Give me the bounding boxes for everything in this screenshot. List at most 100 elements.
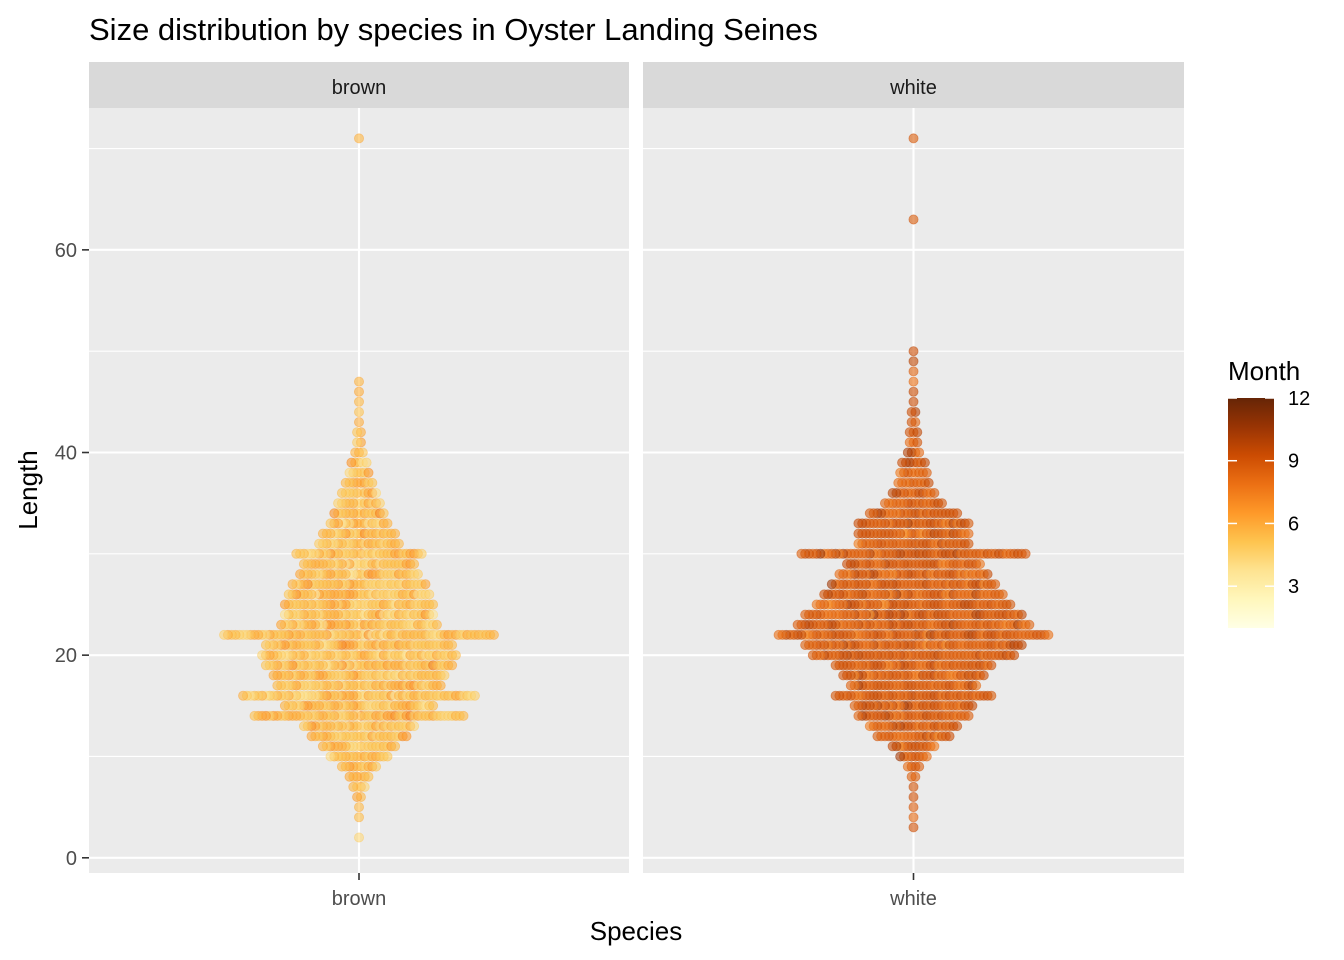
data-point	[287, 579, 298, 590]
data-point	[295, 569, 306, 580]
data-point	[249, 710, 260, 721]
data-point	[1005, 599, 1016, 610]
data-point	[937, 498, 948, 509]
data-point	[864, 721, 875, 732]
data-point	[325, 751, 336, 762]
data-point	[352, 437, 363, 448]
data-point	[458, 710, 469, 721]
data-point	[853, 710, 864, 721]
data-point	[906, 417, 917, 428]
data-point	[800, 640, 811, 651]
data-point	[390, 741, 401, 752]
data-point	[853, 518, 864, 529]
data-point	[268, 670, 279, 681]
data-point	[997, 589, 1008, 600]
data-point	[967, 700, 978, 711]
legend-tick-label: 12	[1288, 388, 1310, 410]
data-point	[348, 781, 359, 792]
data-point	[1043, 629, 1054, 640]
data-point	[409, 721, 420, 732]
data-point	[908, 356, 919, 367]
data-point	[853, 528, 864, 539]
data-point	[792, 619, 803, 630]
data-point	[963, 538, 974, 549]
data-point	[923, 477, 934, 488]
y-tick-label: 0	[66, 848, 77, 870]
x-axis-title: Species	[590, 916, 683, 946]
data-point	[887, 487, 898, 498]
data-point	[826, 579, 837, 590]
data-point	[435, 680, 446, 691]
data-point	[378, 508, 389, 519]
data-point	[895, 751, 906, 762]
data-point	[830, 690, 841, 701]
chart-title: Size distribution by species in Oyster L…	[89, 12, 818, 47]
data-point	[986, 660, 997, 671]
data-point	[849, 700, 860, 711]
data-point	[952, 508, 963, 519]
data-point	[469, 690, 480, 701]
data-point	[283, 589, 294, 600]
data-point	[800, 609, 811, 620]
data-point	[439, 670, 450, 681]
data-point	[367, 477, 378, 488]
y-axis: 0 20 40 60	[55, 240, 89, 870]
facet-strip	[643, 62, 1184, 108]
data-point	[291, 548, 302, 559]
month-legend: Month 3 6 9 12	[1228, 356, 1310, 628]
data-point	[238, 690, 249, 701]
data-point	[450, 650, 461, 661]
data-point	[952, 721, 963, 732]
data-point	[842, 559, 853, 570]
data-point	[906, 406, 917, 417]
data-point	[409, 559, 420, 570]
data-point	[978, 670, 989, 681]
data-point	[353, 812, 364, 823]
data-point	[329, 508, 340, 519]
data-point	[298, 559, 309, 570]
data-point	[431, 619, 442, 630]
data-point	[363, 467, 374, 478]
y-tick-label: 60	[55, 240, 77, 262]
data-point	[353, 417, 364, 428]
legend-title: Month	[1228, 356, 1300, 386]
data-point	[279, 700, 290, 711]
data-point	[374, 498, 385, 509]
data-point	[382, 518, 393, 529]
data-point	[260, 660, 271, 671]
data-point	[428, 599, 439, 610]
data-point	[279, 609, 290, 620]
data-point	[975, 559, 986, 570]
data-point	[963, 518, 974, 529]
data-point	[807, 650, 818, 661]
data-point	[921, 751, 932, 762]
data-point	[902, 447, 913, 458]
data-point	[908, 386, 919, 397]
data-point	[325, 518, 336, 529]
data-point	[908, 822, 919, 833]
data-point	[893, 477, 904, 488]
data-point	[336, 487, 347, 498]
data-point	[412, 569, 423, 580]
data-point	[796, 548, 807, 559]
data-point	[908, 346, 919, 357]
data-point	[363, 771, 374, 782]
data-point	[908, 802, 919, 813]
data-point	[276, 619, 287, 630]
data-point	[359, 781, 370, 792]
data-point	[353, 133, 364, 144]
data-point	[919, 457, 930, 468]
data-point	[353, 832, 364, 843]
data-point	[352, 792, 363, 803]
data-point	[257, 650, 268, 661]
data-point	[1016, 609, 1027, 620]
facet-panel-white: white white	[643, 62, 1184, 910]
data-point	[314, 538, 325, 549]
facet-strip-label: white	[889, 77, 937, 99]
data-point	[880, 498, 891, 509]
data-point	[1009, 650, 1020, 661]
data-point	[908, 366, 919, 377]
data-point	[272, 680, 283, 691]
data-point	[963, 710, 974, 721]
data-point	[352, 427, 363, 438]
